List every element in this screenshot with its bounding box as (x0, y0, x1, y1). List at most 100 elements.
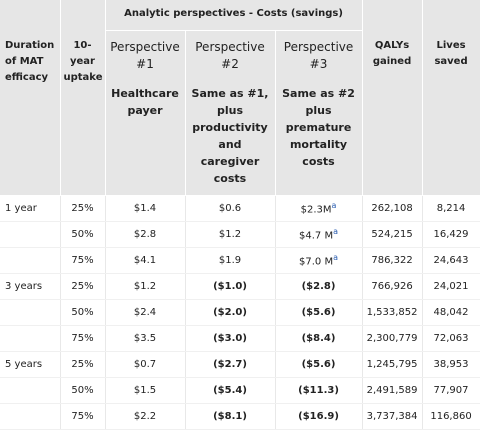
cell-text: 116,860 (430, 410, 472, 422)
header-text: Duration of MAT efficacy (5, 40, 55, 83)
table-cell: 3 years (0, 273, 61, 300)
cell-text: 48,042 (433, 306, 469, 318)
cell-text: $1.4 (133, 202, 157, 214)
group-header: Analytic perspectives - Costs (savings) (105, 0, 363, 31)
cell-text: ($8.4) (301, 332, 336, 344)
cell-text: $1.2 (133, 280, 157, 292)
table-cell: $1.9 (185, 247, 276, 274)
col-header: 10-year uptake (60, 0, 106, 196)
table-cell: $0.6 (185, 195, 276, 222)
table-cell: ($8.4) (275, 325, 363, 352)
table-cell: 5 years (0, 351, 61, 378)
table-cell: 3,737,384 (362, 403, 423, 430)
table-cell: $2.8 (105, 221, 186, 248)
table-cell: $7.0 Ma (275, 247, 363, 274)
cell-text: $1.9 (218, 254, 242, 266)
table-cell: ($5.6) (275, 299, 363, 326)
table-row: 5 years 25% $0.7 ($2.7) ($5.6) 1,245,795 38,95… (0, 351, 480, 378)
cell-text: $2.4 (133, 306, 157, 318)
cell-text: 1 year (5, 202, 37, 214)
col-header: Perspective #1 Healthcare payer (105, 30, 186, 196)
cell-text: 766,926 (371, 280, 413, 292)
footnote-marker: a (333, 226, 338, 236)
table-cell: ($5.6) (275, 351, 363, 378)
cell-text: ($5.6) (301, 358, 336, 370)
cell-text: 50% (71, 384, 94, 396)
cell-text: ($8.1) (213, 410, 247, 422)
perspective-title: Perspective #1 (110, 39, 180, 71)
footnote-marker: a (331, 200, 337, 210)
cell-text: ($5.6) (301, 306, 336, 318)
cell-text: 72,063 (433, 332, 469, 344)
cell-text: 8,214 (436, 202, 466, 214)
col-header: Perspective #3 Same as #2 plus premature … (275, 30, 363, 196)
cell-text: ($3.0) (213, 332, 247, 344)
col-header: QALYs gained (362, 0, 423, 196)
cell-text: 38,953 (433, 358, 469, 370)
col-header: Lives saved (422, 0, 480, 196)
table-cell: $2.4 (105, 299, 186, 326)
cell-text: $1.5 (133, 384, 157, 396)
table-cell: 38,953 (422, 351, 480, 378)
table-cell: 48,042 (422, 299, 480, 326)
cell-text: $2.3M (300, 204, 332, 216)
table-cell (0, 325, 61, 352)
table-cell: $0.7 (105, 351, 186, 378)
table-body: 1 year 25% $1.4 $0.6 $2.3Ma 262,108 8,214 50% $2… (0, 195, 480, 430)
table-cell: $2.3Ma (275, 195, 363, 222)
cell-text: 50% (71, 228, 94, 240)
cell-text: 75% (71, 254, 94, 266)
table-cell (0, 247, 61, 274)
table-cell: 75% (60, 403, 106, 430)
cell-text: 1,533,852 (366, 306, 418, 318)
table-cell: 25% (60, 195, 106, 222)
table-row: 75% $2.2 ($8.1) ($16.9) 3,737,384 116,860 (0, 403, 480, 430)
cell-text: $4.1 (133, 254, 157, 266)
table-cell: 77,907 (422, 377, 480, 404)
table-cell: $3.5 (105, 325, 186, 352)
table-cell: 75% (60, 325, 106, 352)
cell-text: $0.6 (218, 202, 242, 214)
table-cell: ($11.3) (275, 377, 363, 404)
cell-text: 1,245,795 (366, 358, 418, 370)
perspective-title: Perspective #2 (195, 39, 265, 71)
cell-text: 786,322 (371, 254, 413, 266)
table-cell: ($1.0) (185, 273, 276, 300)
table-row: 3 years 25% $1.2 ($1.0) ($2.8) 766,926 24,021 (0, 273, 480, 300)
cell-text: ($16.9) (298, 410, 339, 422)
col-header: Duration of MAT efficacy (0, 0, 61, 196)
table-cell: ($3.0) (185, 325, 276, 352)
cell-text: 25% (71, 280, 94, 292)
table-cell: 50% (60, 377, 106, 404)
cell-text: $3.5 (133, 332, 157, 344)
table-cell: ($16.9) (275, 403, 363, 430)
cell-text: 75% (71, 332, 94, 344)
cell-text: 75% (71, 410, 94, 422)
table-cell: 72,063 (422, 325, 480, 352)
table-cell: 786,322 (362, 247, 423, 274)
cell-text: 524,215 (371, 228, 413, 240)
cell-text: ($1.0) (213, 280, 247, 292)
table-cell: $2.2 (105, 403, 186, 430)
table-cell (0, 377, 61, 404)
perspective-title: Perspective #3 (283, 39, 354, 71)
table-cell: 24,021 (422, 273, 480, 300)
table-row: 75% $4.1 $1.9 $7.0 Ma 786,322 24,643 (0, 247, 480, 274)
header-text: Analytic perspectives - Costs (savings) (124, 8, 343, 19)
table-cell: 16,429 (422, 221, 480, 248)
cell-text: 2,300,779 (366, 332, 418, 344)
table-cell: 1,533,852 (362, 299, 423, 326)
cell-text: 77,907 (433, 384, 469, 396)
table-row: 50% $1.5 ($5.4) ($11.3) 2,491,589 77,907 (0, 377, 480, 404)
cell-text: 262,108 (371, 202, 413, 214)
header-text: Lives saved (434, 40, 468, 67)
cell-text: ($2.8) (301, 280, 336, 292)
cell-text: ($2.7) (213, 358, 247, 370)
table-cell: $4.7 Ma (275, 221, 363, 248)
cell-text: 5 years (5, 358, 43, 370)
table-cell: ($8.1) (185, 403, 276, 430)
table-row: 50% $2.8 $1.2 $4.7 Ma 524,215 16,429 (0, 221, 480, 248)
table-cell: $1.2 (105, 273, 186, 300)
table-cell: $1.5 (105, 377, 186, 404)
